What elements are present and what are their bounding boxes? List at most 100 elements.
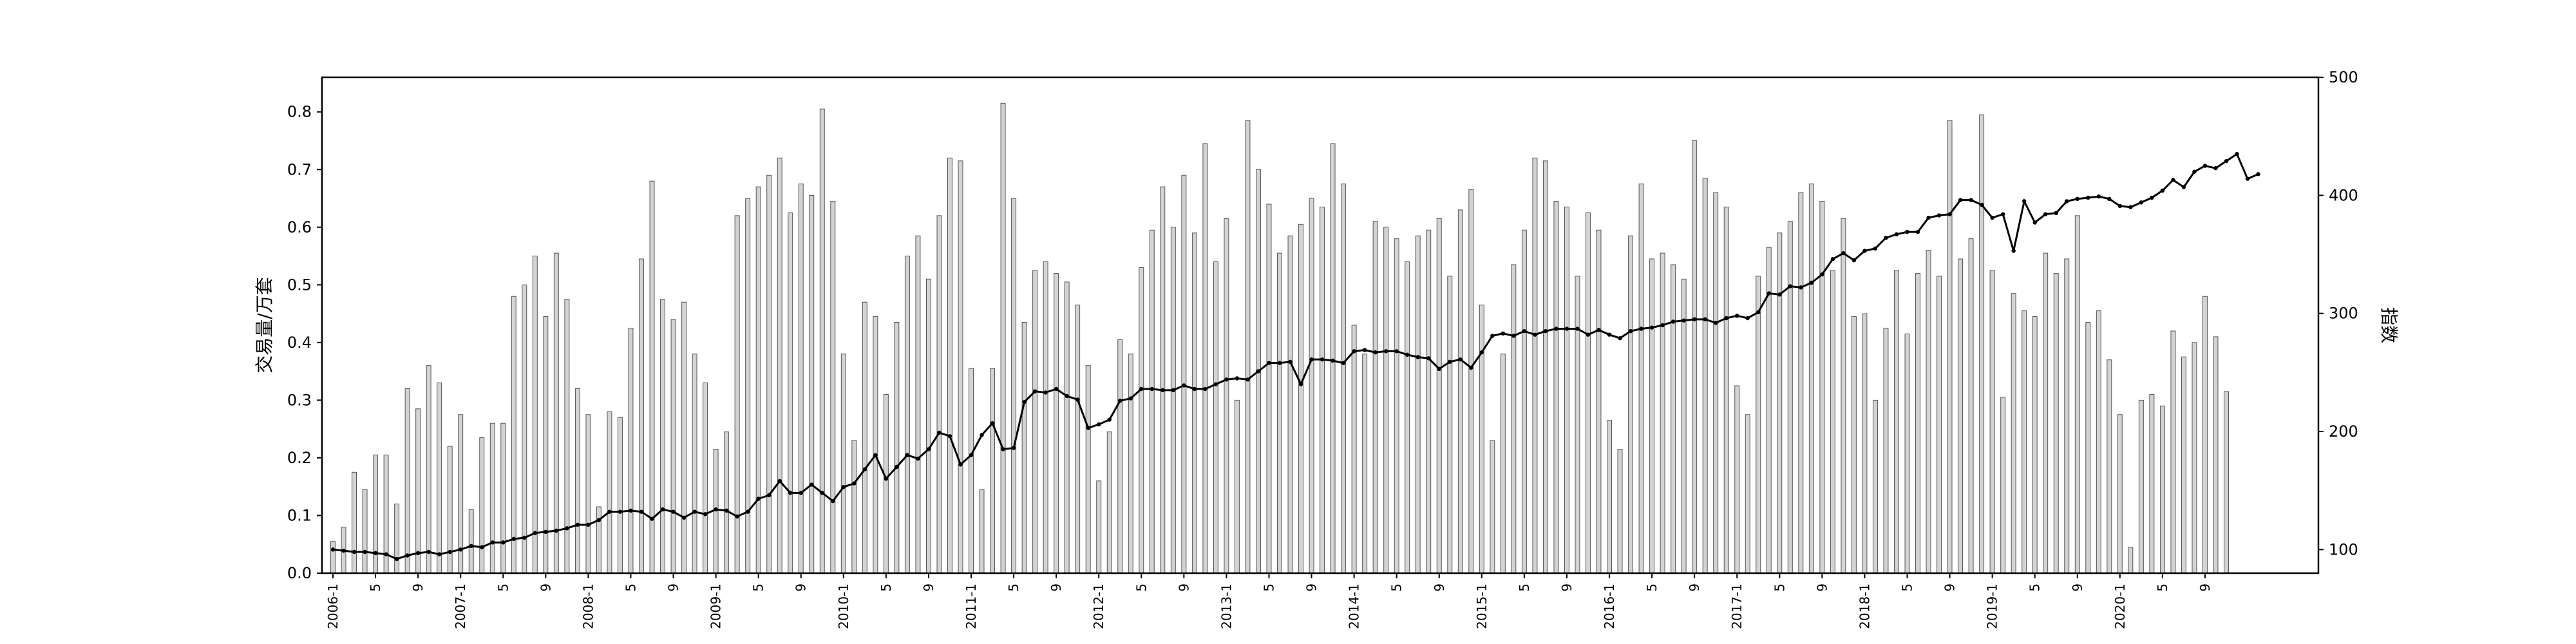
line-point — [415, 551, 421, 556]
line-point — [2181, 185, 2186, 189]
bar — [1191, 232, 1197, 574]
line-point — [2256, 172, 2260, 176]
line-point — [490, 540, 495, 545]
bar — [1383, 227, 1389, 574]
line-point — [1107, 417, 1112, 422]
bar — [1394, 238, 1399, 574]
bar — [1054, 272, 1059, 574]
line-point — [448, 549, 452, 554]
bar — [511, 296, 516, 574]
line-point — [1022, 399, 1027, 404]
line-point — [1277, 361, 1282, 365]
line-point — [1171, 388, 1176, 393]
line-point — [2202, 164, 2208, 168]
x-tick-label: 5 — [751, 583, 766, 592]
y-axis-title-left: 交易量/万套 — [254, 277, 275, 373]
bar — [1011, 198, 1017, 574]
y-axis-title-right: 指数 — [2378, 307, 2400, 343]
line-point — [363, 549, 367, 554]
bar — [1075, 305, 1081, 574]
bar — [1149, 229, 1155, 574]
y-tick-label: 0.8 — [287, 103, 312, 121]
line-point — [2107, 196, 2112, 202]
bar — [522, 284, 527, 574]
bar — [788, 212, 793, 574]
bar — [1213, 261, 1218, 574]
y2-tick-label: 300 — [2329, 305, 2358, 323]
bar — [873, 316, 878, 574]
line-point — [1288, 359, 1293, 365]
y-tick-label: 0.0 — [287, 564, 312, 582]
x-tick-label: 9 — [1176, 583, 1191, 592]
bar — [1330, 143, 1336, 574]
bar — [2138, 399, 2144, 574]
line-point — [1990, 215, 1994, 220]
line-point — [373, 551, 378, 556]
bar — [1064, 281, 1070, 574]
bar — [809, 195, 815, 574]
line-point — [1298, 382, 1303, 386]
x-tick-label: 9 — [538, 583, 553, 592]
bar — [1405, 261, 1410, 574]
bar — [1298, 223, 1304, 574]
line-point — [554, 528, 559, 533]
bar — [1490, 440, 1495, 574]
bar — [1872, 399, 1878, 574]
line-point — [2117, 204, 2123, 209]
bar — [1894, 270, 1899, 574]
line-point — [1937, 213, 1942, 218]
line-point — [1692, 317, 1697, 322]
bar — [607, 411, 612, 574]
bar — [660, 299, 665, 574]
bar — [479, 437, 485, 574]
x-tick-label: 9 — [1048, 583, 1064, 592]
line-point — [1065, 393, 1069, 399]
bar — [1564, 206, 1569, 574]
bar — [1000, 102, 1006, 574]
line-point — [1182, 383, 1186, 388]
x-tick-label: 2006-1 — [325, 583, 341, 629]
line-point — [1394, 349, 1399, 354]
bar — [553, 252, 559, 574]
x-tick-label: 5 — [1261, 583, 1276, 592]
bar — [617, 417, 623, 574]
bar — [1575, 276, 1580, 574]
bar — [1085, 365, 1091, 574]
line-point — [1671, 319, 1676, 324]
line-point — [1788, 284, 1793, 289]
bar — [1468, 189, 1474, 574]
x-tick-label: 5 — [495, 583, 511, 592]
x-tick-label: 5 — [623, 583, 638, 592]
bar — [830, 201, 836, 574]
bar — [1128, 354, 1133, 574]
line-point — [1437, 366, 1441, 372]
bar — [404, 388, 410, 574]
bar — [2064, 258, 2070, 574]
x-tick-label: 9 — [793, 583, 809, 592]
bar — [2128, 547, 2134, 574]
bar — [426, 365, 431, 574]
line-point — [426, 549, 431, 554]
line-point — [1522, 328, 1527, 334]
line-point — [703, 512, 708, 516]
line-point — [1054, 386, 1059, 392]
line-point — [2011, 249, 2016, 253]
bar — [1532, 157, 1538, 574]
bar — [628, 327, 634, 574]
line-point — [511, 536, 516, 542]
line-point — [1873, 246, 1878, 251]
bar — [532, 256, 538, 574]
line-point — [522, 535, 527, 540]
x-tick-label: 2011-1 — [963, 583, 979, 629]
bar — [1681, 278, 1687, 574]
x-tick-label: 2015-1 — [1474, 583, 1490, 629]
bar — [1479, 305, 1484, 574]
x-tick-label: 9 — [1814, 583, 1830, 592]
bar — [1021, 322, 1027, 574]
line-point — [1660, 323, 1665, 328]
bar — [1734, 385, 1740, 574]
bar — [1596, 229, 1602, 574]
bar — [819, 108, 825, 574]
line-point — [1564, 327, 1569, 331]
